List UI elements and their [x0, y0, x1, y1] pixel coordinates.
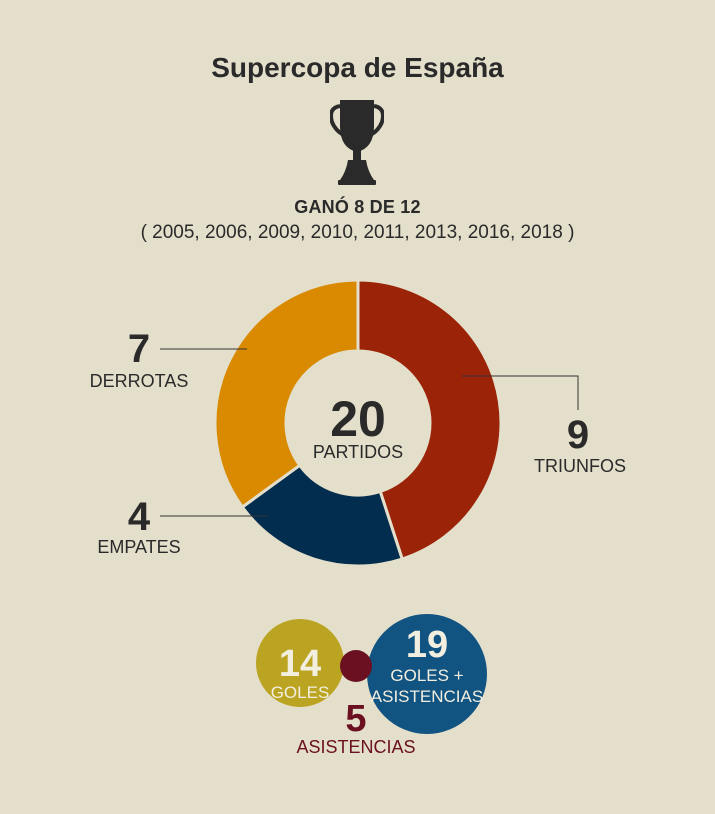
- donut-hole: [286, 351, 430, 495]
- asistencias-value: 5: [345, 698, 366, 740]
- total-matches-value: 20: [330, 391, 386, 447]
- bubble-asistencias: [340, 650, 372, 682]
- goles-label: GOLES: [271, 683, 330, 702]
- goles-asistencias-value: 19: [406, 624, 448, 666]
- won-summary: GANÓ 8 DE 12: [294, 197, 421, 217]
- leader-line-triunfos: [462, 375, 579, 410]
- triunfos-label: TRIUNFOS: [534, 456, 626, 476]
- won-years: ( 2005, 2006, 2009, 2010, 2011, 2013, 20…: [140, 222, 575, 243]
- trophy-icon: [330, 100, 384, 185]
- goles-asistencias-label-line2: ASISTENCIAS: [371, 687, 483, 706]
- asistencias-label: ASISTENCIAS: [296, 737, 415, 757]
- goles-asistencias-label-line1: GOLES +: [390, 666, 463, 685]
- triunfos-value: 9: [567, 413, 589, 457]
- empates-value: 4: [128, 495, 151, 539]
- page-title: Supercopa de España: [211, 52, 504, 83]
- empates-label: EMPATES: [97, 537, 180, 557]
- donut-chart: [213, 278, 503, 568]
- total-matches-label: PARTIDOS: [313, 442, 403, 462]
- goles-value: 14: [279, 643, 321, 685]
- derrotas-value: 7: [128, 327, 150, 371]
- bubble-goles: [256, 619, 344, 707]
- derrotas-label: DERROTAS: [90, 371, 189, 391]
- bubble-goles-asistencias: [367, 614, 487, 734]
- bubble-chart: 14 GOLES 19 GOLES + ASISTENCIAS 5 ASISTE…: [256, 614, 487, 757]
